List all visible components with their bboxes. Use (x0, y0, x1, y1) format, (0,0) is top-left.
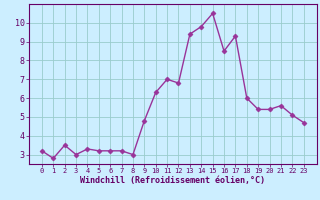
X-axis label: Windchill (Refroidissement éolien,°C): Windchill (Refroidissement éolien,°C) (80, 176, 265, 185)
